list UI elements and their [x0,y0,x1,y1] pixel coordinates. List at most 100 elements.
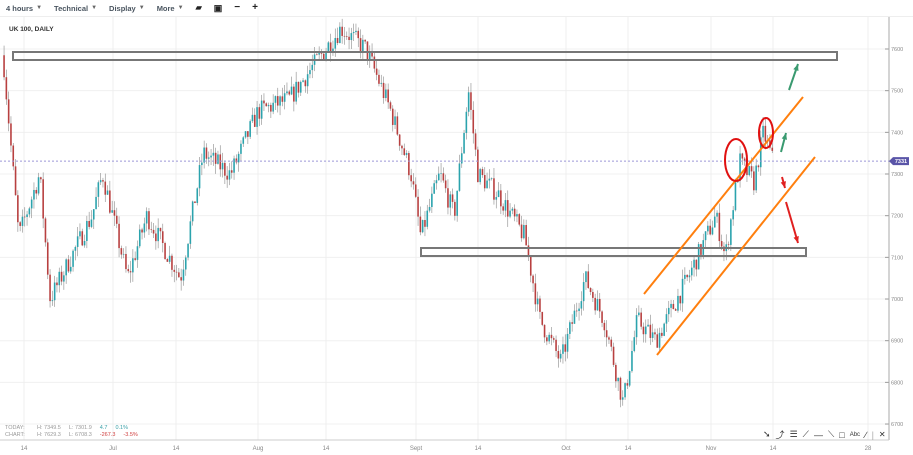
technical-label: Technical [54,3,89,13]
rectangle-icon[interactable]: □ [839,429,845,440]
x-tick-label: Jul [109,446,117,452]
candle-body [244,131,247,138]
candle-body [470,92,472,110]
candle-body [727,244,730,245]
candle-body [677,295,679,311]
candle-body [175,271,178,273]
hline-icon[interactable]: — [813,429,823,440]
candle-body [534,283,537,305]
fan-icon[interactable]: ⟋ [802,429,809,439]
candle-body [472,109,475,134]
candle-body [516,214,518,217]
candle-body [12,145,15,167]
candle-body [615,364,617,382]
candle-body [709,225,711,235]
save-icon[interactable]: ▣ [213,2,223,13]
candle-body [548,334,550,342]
pen-icon[interactable]: ∕ [865,429,867,440]
candle-body [424,220,426,227]
candle-body [30,199,33,209]
line-icon[interactable]: ⟍ [827,429,835,439]
arrow-down-head [780,181,786,188]
candle-body [711,227,714,235]
candle-body [426,210,429,227]
candle-body [605,330,608,338]
candle-body [635,315,638,338]
candle-body [127,269,130,272]
interval-dropdown[interactable]: 4 hours ▼ [6,4,42,13]
candle-body [322,53,325,60]
technical-dropdown[interactable]: Technical ▼ [54,4,97,13]
candle-body [212,152,215,156]
text-icon[interactable]: Abc [849,431,861,438]
candle-body [44,218,47,243]
candle-body [325,51,327,60]
candle-body [465,111,468,133]
candle-body [46,242,49,275]
candle-body [104,181,107,195]
candle-body [612,346,615,365]
candle-body [672,303,675,310]
zoom-in-icon[interactable]: + [252,2,258,13]
zoom-out-icon[interactable]: − [234,2,241,13]
display-dropdown[interactable]: Display ▼ [109,4,145,13]
fib-icon[interactable]: ☰ [789,429,798,439]
candle-body [564,344,567,352]
chart-stats: CHART: H: 7629.3 L: 6708.3 -267.3 -3.5% [5,432,138,438]
candle-body [290,86,293,95]
chart-low: L: 6708.3 [68,432,92,438]
more-dropdown[interactable]: More ▼ [157,4,184,13]
candle-body [81,231,84,246]
candle-body [210,155,212,158]
candle-body [633,337,636,351]
candle-body [17,195,19,223]
candle-body [495,197,498,200]
candle-body [51,300,54,302]
candle-body [474,133,477,150]
candle-body [157,227,159,242]
candle-body [5,77,8,100]
candle-body [460,153,463,164]
candle-body [582,282,585,302]
cursor-icon[interactable]: ➘ [763,429,771,439]
candle-body [302,80,304,82]
candle-body [318,53,320,55]
folder-icon[interactable]: ▰ [195,3,202,12]
today-label: TODAY: [5,425,25,431]
candle-body [115,215,118,224]
candle-body [253,114,256,127]
arrow-up-head [781,133,787,140]
candle-body [592,291,594,298]
candle-body [688,275,691,278]
candle-body [155,233,157,242]
candle-body [364,39,366,42]
candle-body [649,324,652,338]
today-stats: TODAY: H: 7349.5 L: 7301.9 4.7 0.1% [5,425,128,431]
candle-body [72,250,74,267]
candle-body [585,271,587,283]
candle-body [454,201,456,216]
candle-body [732,210,734,220]
candle-body [596,298,599,311]
candle-body [111,210,113,213]
close-icon[interactable]: ✕ [878,430,886,439]
candle-body [350,33,353,41]
candle-body [90,219,93,227]
candle-body [79,231,81,237]
candle-body [504,200,507,211]
candle-body [35,189,38,194]
candle-body [739,153,741,181]
candle-body [309,70,311,75]
candle-body [329,42,332,53]
x-tick-label: 14 [173,446,180,452]
candle-body [589,287,592,292]
candle-body [431,193,433,207]
candle-body [256,107,258,127]
curve-icon[interactable]: ⤴ [775,430,785,440]
candle-body [753,171,755,191]
candle-body [237,153,240,163]
candle-body [263,100,265,104]
candle-body [587,271,590,288]
candle-body [164,243,166,260]
